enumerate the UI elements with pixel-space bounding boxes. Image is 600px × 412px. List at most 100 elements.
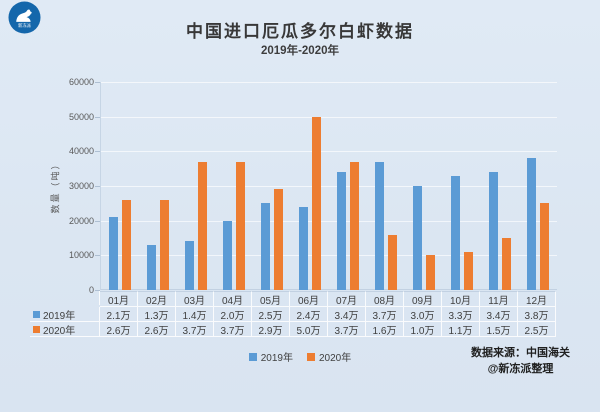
bar-group-04月 bbox=[215, 82, 253, 290]
month-header-01月: 01月 bbox=[100, 291, 138, 307]
bar-2019年-09月 bbox=[413, 186, 422, 290]
bar-2019年-01月 bbox=[109, 217, 118, 290]
y-tick-label-20000: 20000 bbox=[68, 215, 94, 226]
gridline-60000 bbox=[101, 82, 557, 83]
bar-2020年-09月 bbox=[426, 255, 435, 290]
y-tick-mark-10000 bbox=[95, 255, 100, 257]
plot-area bbox=[95, 82, 557, 291]
bar-group-03月 bbox=[177, 82, 215, 290]
bar-group-11月 bbox=[481, 82, 519, 290]
chart-legend: 2019年 2020年 bbox=[0, 349, 600, 364]
month-header-03月: 03月 bbox=[176, 291, 214, 307]
y-tick-mark-40000 bbox=[95, 151, 100, 153]
bar-2019年-04月 bbox=[223, 220, 232, 290]
bar-group-05月 bbox=[253, 82, 291, 290]
month-header-07月: 07月 bbox=[328, 291, 366, 307]
y-tick-label-10000: 10000 bbox=[68, 250, 94, 261]
series-name-label: 2019年 bbox=[43, 310, 76, 322]
chart-title: 中国进口厄瓜多尔白虾数据 bbox=[186, 22, 414, 41]
bar-group-01月 bbox=[101, 82, 139, 290]
bar-2019年-06月 bbox=[299, 206, 308, 290]
bar-group-02月 bbox=[139, 82, 177, 290]
polar-bear-logo: 新冻派 bbox=[8, 1, 41, 34]
table-value-2020年-02月: 2.6万 bbox=[138, 322, 176, 337]
series-name-label: 2020年 bbox=[43, 325, 76, 337]
table-value-2019年-04月: 2.0万 bbox=[214, 307, 252, 322]
table-value-2019年-11月: 3.4万 bbox=[480, 307, 518, 322]
bar-2020年-07月 bbox=[350, 161, 359, 290]
y-tick-mark-50000 bbox=[95, 116, 100, 118]
data-source-note: 数据来源：中国海关 @新冻派整理 bbox=[471, 345, 570, 377]
bar-group-09月 bbox=[405, 82, 443, 290]
gridline-50000 bbox=[101, 116, 557, 118]
chart-subtitle: 2019年-2020年 bbox=[261, 45, 339, 57]
bar-2020年-10月 bbox=[464, 251, 473, 290]
y-tick-mark-60000 bbox=[95, 82, 100, 83]
bar-2020年-08月 bbox=[388, 234, 397, 290]
legend-item-2020年: 2020年 bbox=[307, 349, 351, 364]
legend-item-2019年: 2019年 bbox=[248, 349, 293, 364]
x-axis-line bbox=[101, 289, 557, 290]
bar-2019年-07月 bbox=[337, 172, 346, 290]
source-line-1: 数据来源：中国海关 bbox=[471, 347, 570, 359]
gridline-20000 bbox=[101, 220, 557, 222]
y-tick-label-0: 0 bbox=[88, 285, 94, 295]
month-header-12月: 12月 bbox=[518, 291, 556, 307]
y-tick-label-30000: 30000 bbox=[68, 181, 94, 191]
bar-2019年-02月 bbox=[147, 244, 156, 290]
legend-square-2019年 bbox=[248, 352, 257, 361]
month-header-04月: 04月 bbox=[214, 291, 252, 307]
month-header-08月: 08月 bbox=[366, 291, 404, 307]
bar-2019年-03月 bbox=[185, 241, 194, 290]
bar-2020年-02月 bbox=[160, 199, 169, 290]
table-value-2020年-09月: 1.0万 bbox=[404, 322, 442, 337]
bar-2020年-11月 bbox=[502, 238, 511, 290]
y-tick-mark-0 bbox=[95, 290, 100, 291]
table-value-2019年-09月: 3.0万 bbox=[404, 307, 442, 322]
table-value-2019年-08月: 3.7万 bbox=[366, 307, 404, 322]
y-tick-label-60000: 60000 bbox=[68, 77, 94, 87]
y-tick-mark-20000 bbox=[95, 220, 100, 222]
month-header-11月: 11月 bbox=[480, 291, 518, 307]
table-value-2020年-12月: 2.5万 bbox=[518, 322, 556, 337]
polar-bear-icon bbox=[16, 9, 32, 22]
data-table: 01月 02月 03月 04月 05月 06月 07月 08月 09月 10月 11月 12月 2019… bbox=[30, 291, 556, 337]
bar-group-10月 bbox=[443, 82, 481, 290]
bar-2019年-11月 bbox=[489, 172, 498, 290]
table-value-2020年-06月: 5.0万 bbox=[290, 322, 328, 337]
bar-2019年-12月 bbox=[527, 158, 536, 290]
table-value-2020年-04月: 3.7万 bbox=[214, 322, 252, 337]
source-line-2: @新冻派整理 bbox=[487, 363, 554, 375]
gridline-30000 bbox=[101, 186, 557, 187]
bar-2020年-01月 bbox=[122, 199, 131, 290]
month-header-02月: 02月 bbox=[138, 291, 176, 307]
table-value-2020年-10月: 1.1万 bbox=[442, 322, 480, 337]
bar-group-08月 bbox=[367, 82, 405, 290]
gridline-10000 bbox=[101, 255, 557, 257]
y-tick-label-50000: 50000 bbox=[68, 111, 94, 122]
series-key-square-2019年 bbox=[33, 310, 40, 318]
table-value-2020年-11月: 1.5万 bbox=[480, 322, 518, 337]
bar-2020年-04月 bbox=[236, 161, 245, 290]
legend-square-2020年 bbox=[307, 352, 315, 361]
y-tick-mark-30000 bbox=[95, 186, 100, 187]
table-value-2019年-12月: 3.8万 bbox=[518, 307, 556, 322]
series-key-square-2020年 bbox=[33, 325, 40, 333]
bar-group-06月 bbox=[291, 82, 329, 290]
bar-2019年-10月 bbox=[451, 175, 460, 290]
bar-2020年-06月 bbox=[312, 116, 321, 290]
bar-2019年-08月 bbox=[375, 161, 384, 290]
month-header-10月: 10月 bbox=[442, 291, 480, 307]
table-row-header-2020年: 2020年 bbox=[30, 322, 100, 337]
table-row-header-2019年: 2019年 bbox=[30, 307, 100, 322]
table-value-2020年-05月: 2.9万 bbox=[252, 322, 290, 337]
table-value-2020年-07月: 3.7万 bbox=[328, 322, 366, 337]
table-value-2019年-10月: 3.3万 bbox=[442, 307, 480, 322]
logo-text: 新冻派 bbox=[18, 22, 32, 29]
table-value-2019年-07月: 3.4万 bbox=[328, 307, 366, 322]
table-value-2019年-06月: 2.4万 bbox=[290, 307, 328, 322]
table-value-2019年-02月: 1.3万 bbox=[138, 307, 176, 322]
legend-label-2019年: 2019年 bbox=[260, 353, 293, 364]
table-value-2020年-08月: 1.6万 bbox=[366, 322, 404, 337]
